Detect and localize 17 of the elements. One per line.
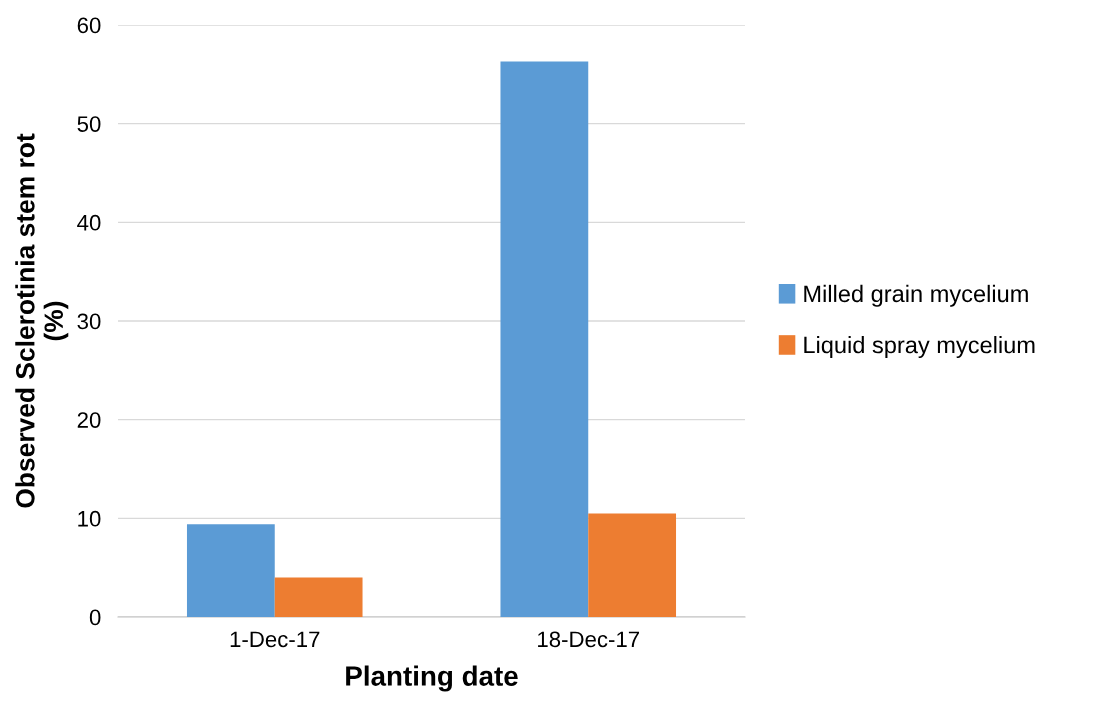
y-tick-label: 0 xyxy=(89,609,101,626)
y-tick-label: 50 xyxy=(77,116,101,132)
y-tick-label: 10 xyxy=(78,510,101,527)
y-tick-label: 30 xyxy=(77,313,101,330)
bar xyxy=(500,61,589,617)
legend-label: Liquid spray mycelium xyxy=(804,336,1035,359)
y-tick-label: 60 xyxy=(77,17,101,34)
bar xyxy=(274,577,363,617)
y-tick-label: 20 xyxy=(77,412,101,428)
y-axis-title: Observed Sclerotinia stem rot (%) xyxy=(15,133,69,508)
x-tick-label: 1-Dec-17 xyxy=(230,631,320,648)
y-tick-label: 40 xyxy=(77,214,101,231)
bar xyxy=(588,513,677,617)
legend-label: Milled grain mycelium xyxy=(804,284,1028,307)
x-axis-title: Planting date xyxy=(346,665,518,692)
x-tick-label: 18-Dec-17 xyxy=(538,631,640,648)
bar xyxy=(186,524,275,617)
